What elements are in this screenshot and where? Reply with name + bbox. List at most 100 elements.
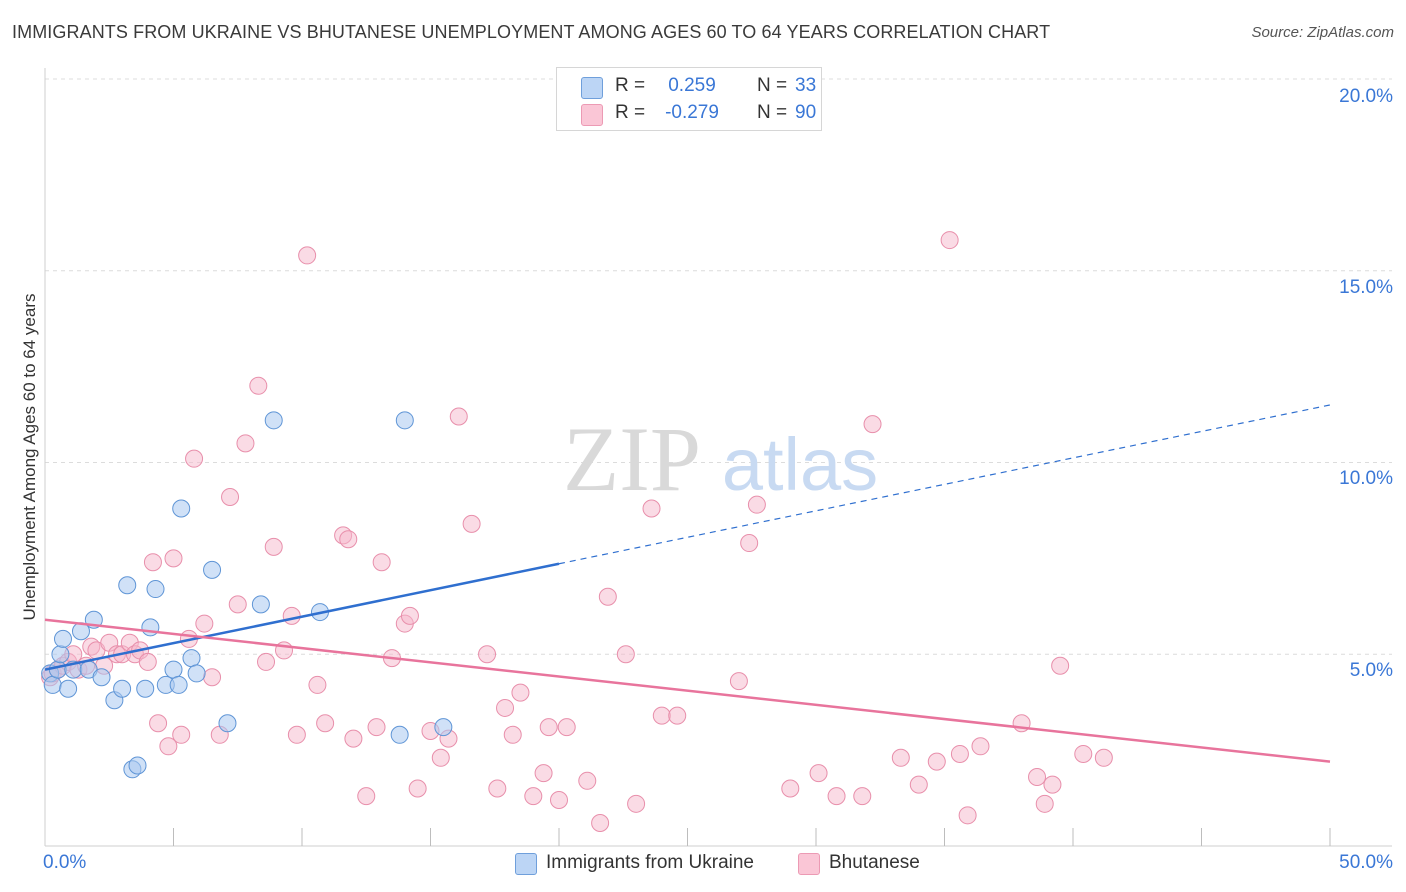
- bhutanese-point: [642, 499, 661, 518]
- ukraine-point: [53, 629, 72, 648]
- bhutanese-trend-line: [44, 618, 1331, 763]
- correlation-legend: R = 0.259 N = 33 R = -0.279 N = 90: [556, 67, 822, 131]
- ukraine-point: [169, 675, 188, 694]
- bhutanese-point: [747, 495, 766, 514]
- gridlines: [45, 78, 1392, 655]
- bhutanese-point: [853, 787, 872, 806]
- bhutanese-point: [511, 683, 530, 702]
- ukraine-trend-line: [44, 562, 560, 671]
- n-value: 33: [795, 75, 817, 96]
- bhutanese-point: [367, 718, 386, 737]
- bhutanese-point: [408, 779, 427, 798]
- source-credit: Source: ZipAtlas.com: [1251, 24, 1394, 41]
- bhutanese-point: [488, 779, 507, 798]
- bhutanese-point: [221, 488, 240, 507]
- x-tick-label-min: 0.0%: [43, 852, 87, 873]
- ukraine-point: [118, 576, 137, 595]
- bhutanese-point: [1051, 656, 1070, 675]
- ukraine-point: [136, 679, 155, 698]
- bhutanese-point: [185, 449, 204, 468]
- bhutanese-point: [308, 675, 327, 694]
- r-label: R =: [615, 102, 646, 123]
- bhutanese-point: [1043, 775, 1062, 794]
- bhutanese-point: [927, 752, 946, 771]
- chart-title: IMMIGRANTS FROM UKRAINE VS BHUTANESE UNE…: [12, 22, 1051, 42]
- bhutanese-point: [550, 790, 568, 809]
- bhutanese-point: [203, 668, 222, 687]
- n-label: N =: [757, 102, 788, 123]
- bhutanese-point: [863, 415, 882, 434]
- bhutanese-point: [781, 779, 800, 798]
- bhutanese-point: [958, 806, 977, 825]
- watermark-atlas: atlas: [722, 423, 878, 506]
- bhutanese-point: [578, 771, 597, 790]
- trend-lines: [44, 404, 1331, 763]
- bhutanese-point: [827, 787, 846, 806]
- ukraine-point: [48, 660, 67, 679]
- bhutanese-point: [940, 231, 959, 250]
- y-axis-label: Unemployment Among Ages 60 to 64 years: [20, 293, 39, 621]
- y-tick-label-15: 15.0%: [1339, 277, 1393, 298]
- bhutanese-point: [138, 652, 157, 671]
- n-label: N =: [757, 75, 788, 96]
- bhutanese-point: [496, 698, 515, 717]
- bhutanese-point: [598, 587, 617, 606]
- bhutanese-point: [344, 729, 363, 748]
- bhutanese-point: [652, 706, 671, 725]
- bhutanese-point: [616, 645, 635, 664]
- bhutanese-points: [41, 231, 1113, 832]
- ukraine-point: [251, 595, 270, 614]
- bhutanese-point: [668, 706, 687, 725]
- bhutanese-point: [431, 748, 450, 767]
- ukraine-point: [218, 714, 237, 733]
- bhutanese-point: [149, 714, 168, 733]
- bhutanese-swatch: [798, 853, 820, 875]
- bhutanese-point: [298, 246, 317, 265]
- ukraine-point: [128, 756, 147, 775]
- bhutanese-point: [627, 794, 646, 813]
- bhutanese-point: [1028, 767, 1047, 786]
- n-value: 90: [795, 102, 817, 123]
- ukraine-point: [51, 645, 70, 664]
- r-value: -0.279: [665, 102, 719, 123]
- bhutanese-point: [282, 606, 301, 625]
- y-tick-label-10: 10.0%: [1339, 468, 1393, 489]
- bhutanese-point: [287, 725, 306, 744]
- bhutanese-point: [316, 714, 335, 733]
- x-tick-label-max: 50.0%: [1339, 852, 1393, 873]
- ukraine-point: [59, 679, 78, 698]
- bhutanese-point: [478, 645, 497, 664]
- bhutanese-point: [1074, 744, 1093, 763]
- bhutanese-point: [339, 530, 358, 549]
- bhutanese-point: [249, 376, 268, 395]
- bhutanese-point: [228, 595, 247, 614]
- ukraine-point: [395, 411, 414, 430]
- ukraine-point: [182, 649, 201, 668]
- bhutanese-point: [164, 549, 183, 568]
- r-value: 0.259: [668, 75, 716, 96]
- bhutanese-point: [264, 537, 283, 556]
- bhutanese-point: [172, 725, 191, 744]
- ukraine-point: [164, 660, 183, 679]
- watermark-zip: ZIP: [563, 408, 701, 510]
- bhutanese-point: [909, 775, 928, 794]
- axes: [44, 68, 1392, 847]
- bhutanese-point: [1094, 748, 1113, 767]
- bhutanese-point: [891, 748, 910, 767]
- bhutanese-point: [449, 407, 468, 426]
- bhutanese-point: [143, 553, 162, 572]
- y-tick-label-5: 5.0%: [1349, 660, 1393, 681]
- ukraine-point: [43, 675, 62, 694]
- bhutanese-point: [236, 434, 255, 453]
- bhutanese-point: [257, 652, 276, 671]
- ukraine-points: [41, 411, 453, 779]
- bhutanese-point: [740, 534, 759, 553]
- bhutanese-point: [357, 787, 376, 806]
- bhutanese-point: [971, 737, 990, 756]
- y-tick-label-20: 20.0%: [1339, 86, 1393, 107]
- ukraine-point: [390, 725, 409, 744]
- bhutanese-point: [534, 764, 553, 783]
- ukraine-point: [434, 718, 453, 737]
- bhutanese-point: [503, 725, 522, 744]
- ukraine-legend-label: Immigrants from Ukraine: [546, 852, 754, 873]
